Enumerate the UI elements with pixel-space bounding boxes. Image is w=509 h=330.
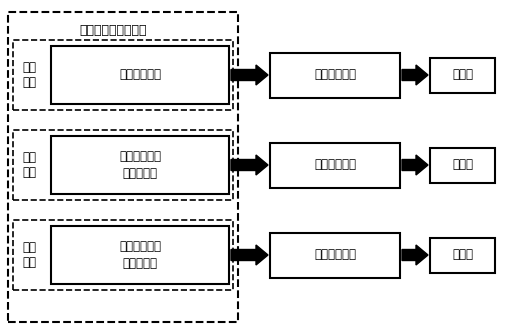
Polygon shape — [402, 65, 428, 85]
Text: 程序处理模块: 程序处理模块 — [314, 248, 356, 261]
Text: 服务器: 服务器 — [452, 69, 473, 82]
Polygon shape — [231, 65, 268, 85]
Polygon shape — [402, 155, 428, 175]
FancyBboxPatch shape — [51, 226, 229, 284]
Polygon shape — [231, 155, 268, 175]
Text: 服务器: 服务器 — [452, 158, 473, 172]
Text: 程序处理模块: 程序处理模块 — [314, 158, 356, 172]
FancyBboxPatch shape — [270, 52, 400, 97]
Polygon shape — [231, 245, 268, 265]
Text: 装配
数模: 装配 数模 — [22, 61, 36, 89]
FancyBboxPatch shape — [51, 136, 229, 194]
Text: 程序处理模块: 程序处理模块 — [314, 69, 356, 82]
Text: 服务器: 服务器 — [452, 248, 473, 261]
Text: 装配
场景: 装配 场景 — [22, 151, 36, 179]
FancyBboxPatch shape — [270, 233, 400, 278]
FancyBboxPatch shape — [51, 46, 229, 104]
Text: 工艺设计客户端单元: 工艺设计客户端单元 — [79, 23, 147, 37]
Text: 装配
工艺: 装配 工艺 — [22, 241, 36, 269]
Bar — [8, 12, 238, 322]
FancyBboxPatch shape — [270, 143, 400, 187]
Bar — [13, 130, 233, 200]
Text: 资源封装模块: 资源封装模块 — [119, 69, 161, 82]
FancyBboxPatch shape — [430, 238, 495, 273]
Bar — [13, 40, 233, 110]
Text: 工艺数据形式
化处理模块: 工艺数据形式 化处理模块 — [119, 240, 161, 270]
Bar — [13, 220, 233, 290]
Text: 场景数据形式
化处理模块: 场景数据形式 化处理模块 — [119, 150, 161, 180]
Polygon shape — [402, 245, 428, 265]
FancyBboxPatch shape — [430, 148, 495, 182]
FancyBboxPatch shape — [430, 57, 495, 92]
